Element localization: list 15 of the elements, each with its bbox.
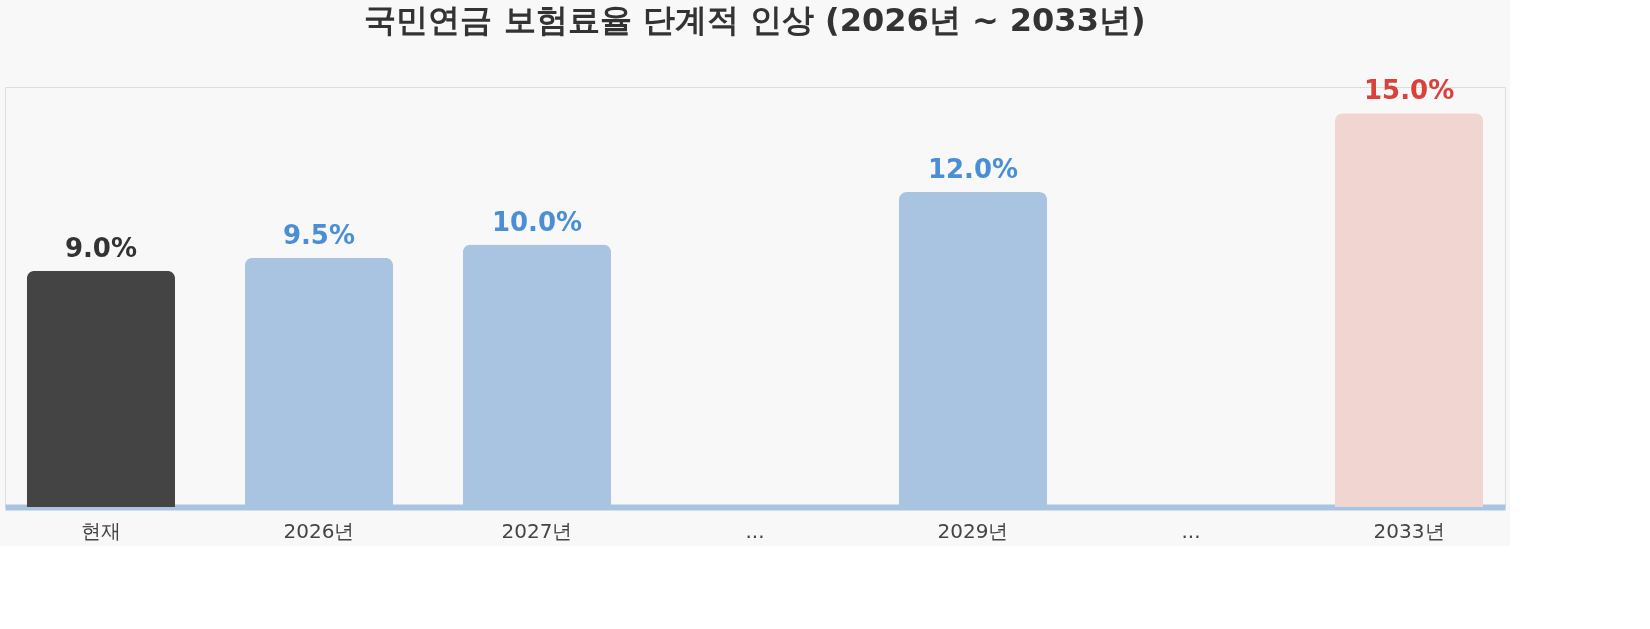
- bar: [1334, 113, 1484, 507]
- data-label: 10.0%: [491, 206, 583, 237]
- bar: [26, 270, 176, 507]
- data-label: 15.0%: [1363, 75, 1455, 106]
- x-tick-label: 2027년: [501, 518, 573, 543]
- chart-title: 국민연금 보험료율 단계적 인상 (2026년 ~ 2033년): [364, 1, 1146, 40]
- x-tick-label: 2026년: [283, 518, 355, 543]
- data-label: 12.0%: [927, 154, 1019, 184]
- x-tick-label: 2033년: [1373, 518, 1445, 543]
- x-tick-label: 2029년: [937, 518, 1009, 543]
- x-tick-label: 현재: [80, 518, 121, 543]
- data-label: 9.0%: [64, 232, 137, 263]
- data-label: 9.5%: [282, 219, 356, 250]
- x-tick-label: ...: [745, 518, 765, 543]
- x-tick-label: ...: [1181, 518, 1201, 543]
